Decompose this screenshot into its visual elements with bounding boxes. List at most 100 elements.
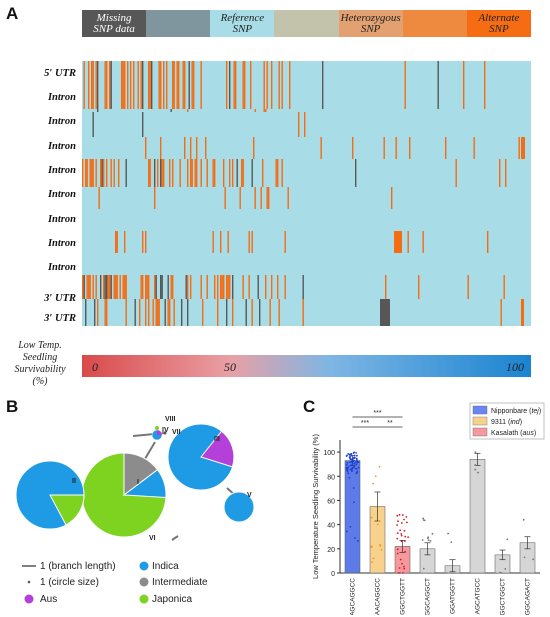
- data-point: [352, 466, 355, 468]
- survivability-gradient-bar: [82, 355, 531, 377]
- data-point: [353, 459, 355, 462]
- survivability-axis-label: Low Temp. Seedling Survivability (%): [14, 340, 66, 387]
- data-point: [346, 468, 349, 470]
- data-point: [506, 538, 509, 541]
- x-tick-label: GGCAGGCT: [425, 578, 432, 615]
- data-point: [477, 471, 479, 474]
- heatmap-block: [380, 299, 390, 326]
- significance-label: ***: [373, 410, 381, 417]
- data-point: [370, 545, 373, 548]
- data-point: [450, 541, 453, 544]
- data-point: [346, 470, 349, 473]
- data-point: [427, 539, 430, 542]
- legend-segment: [338, 10, 404, 37]
- snp-heatmap: [82, 61, 531, 326]
- node-label-vi: VI: [149, 535, 156, 542]
- data-point: [345, 463, 348, 466]
- japonica-legend-swatch: [139, 594, 149, 604]
- data-point: [354, 467, 357, 470]
- branch-line: [171, 535, 179, 541]
- data-point: [355, 454, 358, 457]
- haplotype-node-viii: [155, 426, 159, 430]
- data-point: [353, 462, 356, 465]
- legend-swatch: [472, 405, 488, 415]
- data-point: [353, 451, 356, 454]
- data-point: [351, 454, 353, 457]
- data-point: [404, 535, 407, 538]
- data-point: [355, 463, 358, 466]
- region-label: Intron: [47, 141, 76, 152]
- haplotype-node-vii: [163, 431, 167, 435]
- data-point: [474, 464, 477, 466]
- region-label: 3′ UTR: [44, 293, 76, 304]
- data-point: [396, 514, 399, 517]
- data-point: [376, 523, 379, 526]
- y-tick-label: 60: [327, 498, 335, 505]
- y-tick-label: 100: [323, 450, 335, 457]
- data-point: [396, 532, 399, 535]
- panel-b-letter: B: [6, 397, 19, 416]
- gradient-min-label: 0: [92, 360, 98, 374]
- data-point: [379, 544, 382, 547]
- data-point: [403, 565, 405, 568]
- heatmap-band: [92, 112, 306, 137]
- data-point: [398, 513, 401, 516]
- x-tick-label: AGCATGCC: [475, 578, 482, 615]
- legend-segment: [210, 10, 275, 37]
- region-label: 5′ UTR: [44, 68, 76, 79]
- data-point: [355, 472, 358, 475]
- data-point: [351, 458, 353, 461]
- gradient-max-label: 100: [506, 360, 524, 374]
- data-point: [353, 454, 356, 457]
- data-point: [356, 458, 358, 461]
- data-point: [396, 524, 399, 526]
- japonica-legend-text: Japonica: [152, 594, 192, 605]
- data-point: [396, 537, 399, 540]
- data-point: [421, 539, 424, 541]
- region-label: Intron: [47, 92, 76, 103]
- data-point: [445, 572, 448, 574]
- heatmap-band: [98, 187, 393, 209]
- data-point: [349, 468, 352, 471]
- circle-size-legend-text: 1 (circle size): [40, 577, 99, 588]
- data-point: [403, 518, 405, 521]
- data-point: [380, 548, 383, 551]
- node-label-vii: VII: [172, 429, 181, 436]
- data-point: [372, 557, 375, 560]
- data-point: [371, 561, 373, 564]
- data-point: [422, 567, 425, 570]
- data-point: [401, 572, 404, 574]
- heatmap-block: [394, 231, 402, 253]
- data-point: [422, 519, 425, 521]
- data-point: [399, 558, 402, 561]
- region-label: Intron: [47, 189, 76, 200]
- indica-legend-swatch: [139, 561, 149, 571]
- data-point: [499, 571, 501, 574]
- data-point: [398, 572, 401, 574]
- data-point: [429, 539, 432, 542]
- legend-segment-label: Missing SNP data: [93, 11, 135, 35]
- legend-entry: Nipponbare (tej): [491, 408, 541, 415]
- heatmap-block: [521, 299, 524, 326]
- x-tick-label: AACAGGCC: [375, 578, 382, 615]
- data-point: [400, 540, 403, 543]
- data-point: [348, 476, 351, 479]
- data-point: [403, 567, 406, 570]
- data-point: [351, 462, 354, 465]
- haplotype-node-iv: [151, 429, 163, 441]
- intermediate-legend-swatch: [139, 577, 149, 587]
- data-point: [347, 472, 350, 475]
- bar: [469, 459, 486, 574]
- data-point: [396, 552, 399, 555]
- data-point: [378, 465, 381, 468]
- data-point: [504, 568, 507, 570]
- data-point: [346, 461, 349, 464]
- data-point: [347, 466, 350, 469]
- data-point: [400, 532, 403, 535]
- data-point: [447, 532, 450, 535]
- branch-length-legend-text: 1 (branch length): [40, 561, 116, 572]
- data-point: [356, 460, 359, 463]
- aus-legend-text: Aus: [40, 594, 57, 605]
- legend-segment: [146, 10, 211, 37]
- legend-entry: Kasalath (aus): [491, 430, 536, 437]
